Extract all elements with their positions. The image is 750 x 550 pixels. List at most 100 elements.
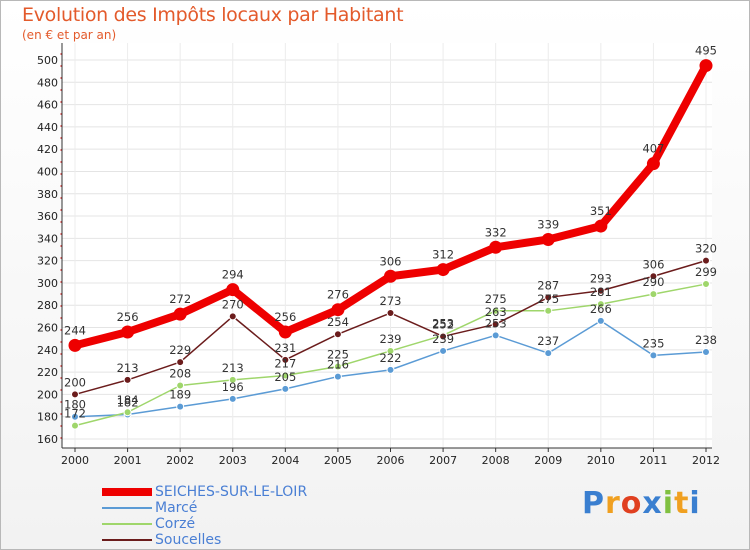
data-point [333,372,342,381]
data-label: 208 [169,366,191,380]
x-tick-label: 2002 [166,454,194,467]
data-label: 238 [695,333,717,347]
data-point [281,371,290,380]
data-label: 276 [327,288,349,302]
data-point [491,320,500,329]
data-point [702,348,710,357]
y-tick-label: 340 [37,232,58,245]
plot-area [62,43,712,448]
x-tick-label: 2003 [219,454,247,467]
data-point [702,280,710,289]
data-label: 332 [485,225,507,239]
data-label: 275 [537,292,559,306]
data-label: 254 [327,315,349,329]
y-tick-label: 460 [37,99,58,112]
data-point [386,309,395,318]
data-point [281,355,290,364]
logo-letter: P [582,486,605,521]
data-point [596,300,605,309]
logo-letter: t [674,486,690,521]
data-point [541,232,555,246]
data-point [333,362,342,371]
data-point [596,316,605,325]
data-point [649,351,658,360]
data-point [71,421,79,430]
legend-label: SEICHES-SUR-LE-LOIR [155,484,308,500]
data-label: 222 [380,351,402,365]
y-tick-label: 280 [37,299,58,312]
data-label: 239 [432,332,454,346]
data-point [439,332,448,341]
data-label: 225 [327,348,349,362]
data-point [71,412,79,421]
data-label: 180 [64,398,86,412]
y-tick-label: 300 [37,277,58,290]
data-point [544,349,553,358]
chart-title: Evolution des Impôts locaux par Habitant [22,4,404,26]
data-point [436,263,450,277]
y-tick-label: 240 [37,344,58,357]
logo-letter: i [689,486,701,521]
legend-swatch [102,539,152,541]
data-point [176,402,185,411]
y-tick-label: 420 [37,143,58,156]
legend-swatch [102,488,152,496]
data-label: 253 [485,316,507,330]
proxiti-logo: Proxiti [582,486,701,521]
line-chart: 160 180 200 220 240 260 280 300 320 340 360 380 400 4… [37,43,720,467]
data-label: 275 [485,292,507,306]
data-point [331,303,345,317]
y-tick-label: 180 [37,411,58,424]
data-label: 229 [169,343,191,357]
data-point [702,256,710,265]
data-label: 290 [642,275,664,289]
data-label: 266 [590,302,612,316]
x-tick-label: 2011 [639,454,667,467]
data-point [228,394,237,403]
logo-letter: o [620,486,643,521]
data-label: 281 [590,285,612,299]
legend-item: Corzé [102,516,195,532]
data-point [281,384,290,393]
y-tick-label: 360 [37,210,58,223]
logo-letter: x [642,486,663,521]
data-point [176,358,185,367]
chart-subtitle: (en € et par an) [22,28,117,42]
data-point [386,365,395,374]
y-tick-label: 400 [37,165,58,178]
logo-letter: i [662,486,675,521]
data-point [123,408,132,417]
data-point [646,157,660,171]
data-label: 182 [117,395,139,409]
data-label: 256 [117,310,139,324]
y-tick-label: 260 [37,322,58,335]
data-point [544,293,553,302]
data-label: 306 [642,257,664,271]
data-label: 235 [642,336,664,350]
data-label: 294 [222,268,244,282]
data-point [228,312,237,321]
data-label: 239 [380,332,402,346]
data-label: 312 [432,248,454,262]
data-point [226,283,240,297]
data-point [649,290,658,299]
x-tick-label: 2010 [587,454,615,467]
x-tick-label: 2004 [271,454,299,467]
data-label: 253 [432,316,454,330]
legend-swatch [102,507,152,509]
data-label: 189 [169,388,191,402]
x-tick-label: 2001 [114,454,142,467]
data-label: 306 [380,254,402,268]
x-tick-label: 2007 [429,454,457,467]
data-point [594,219,608,233]
data-label: 196 [222,380,244,394]
data-point [176,381,185,390]
data-label: 216 [327,358,349,372]
legend-item: SEICHES-SUR-LE-LOIR [102,484,307,500]
data-point [699,59,713,73]
data-point [68,338,82,352]
data-label: 237 [537,334,559,348]
data-point [439,346,448,355]
data-point [71,390,79,399]
data-label: 217 [274,356,296,370]
